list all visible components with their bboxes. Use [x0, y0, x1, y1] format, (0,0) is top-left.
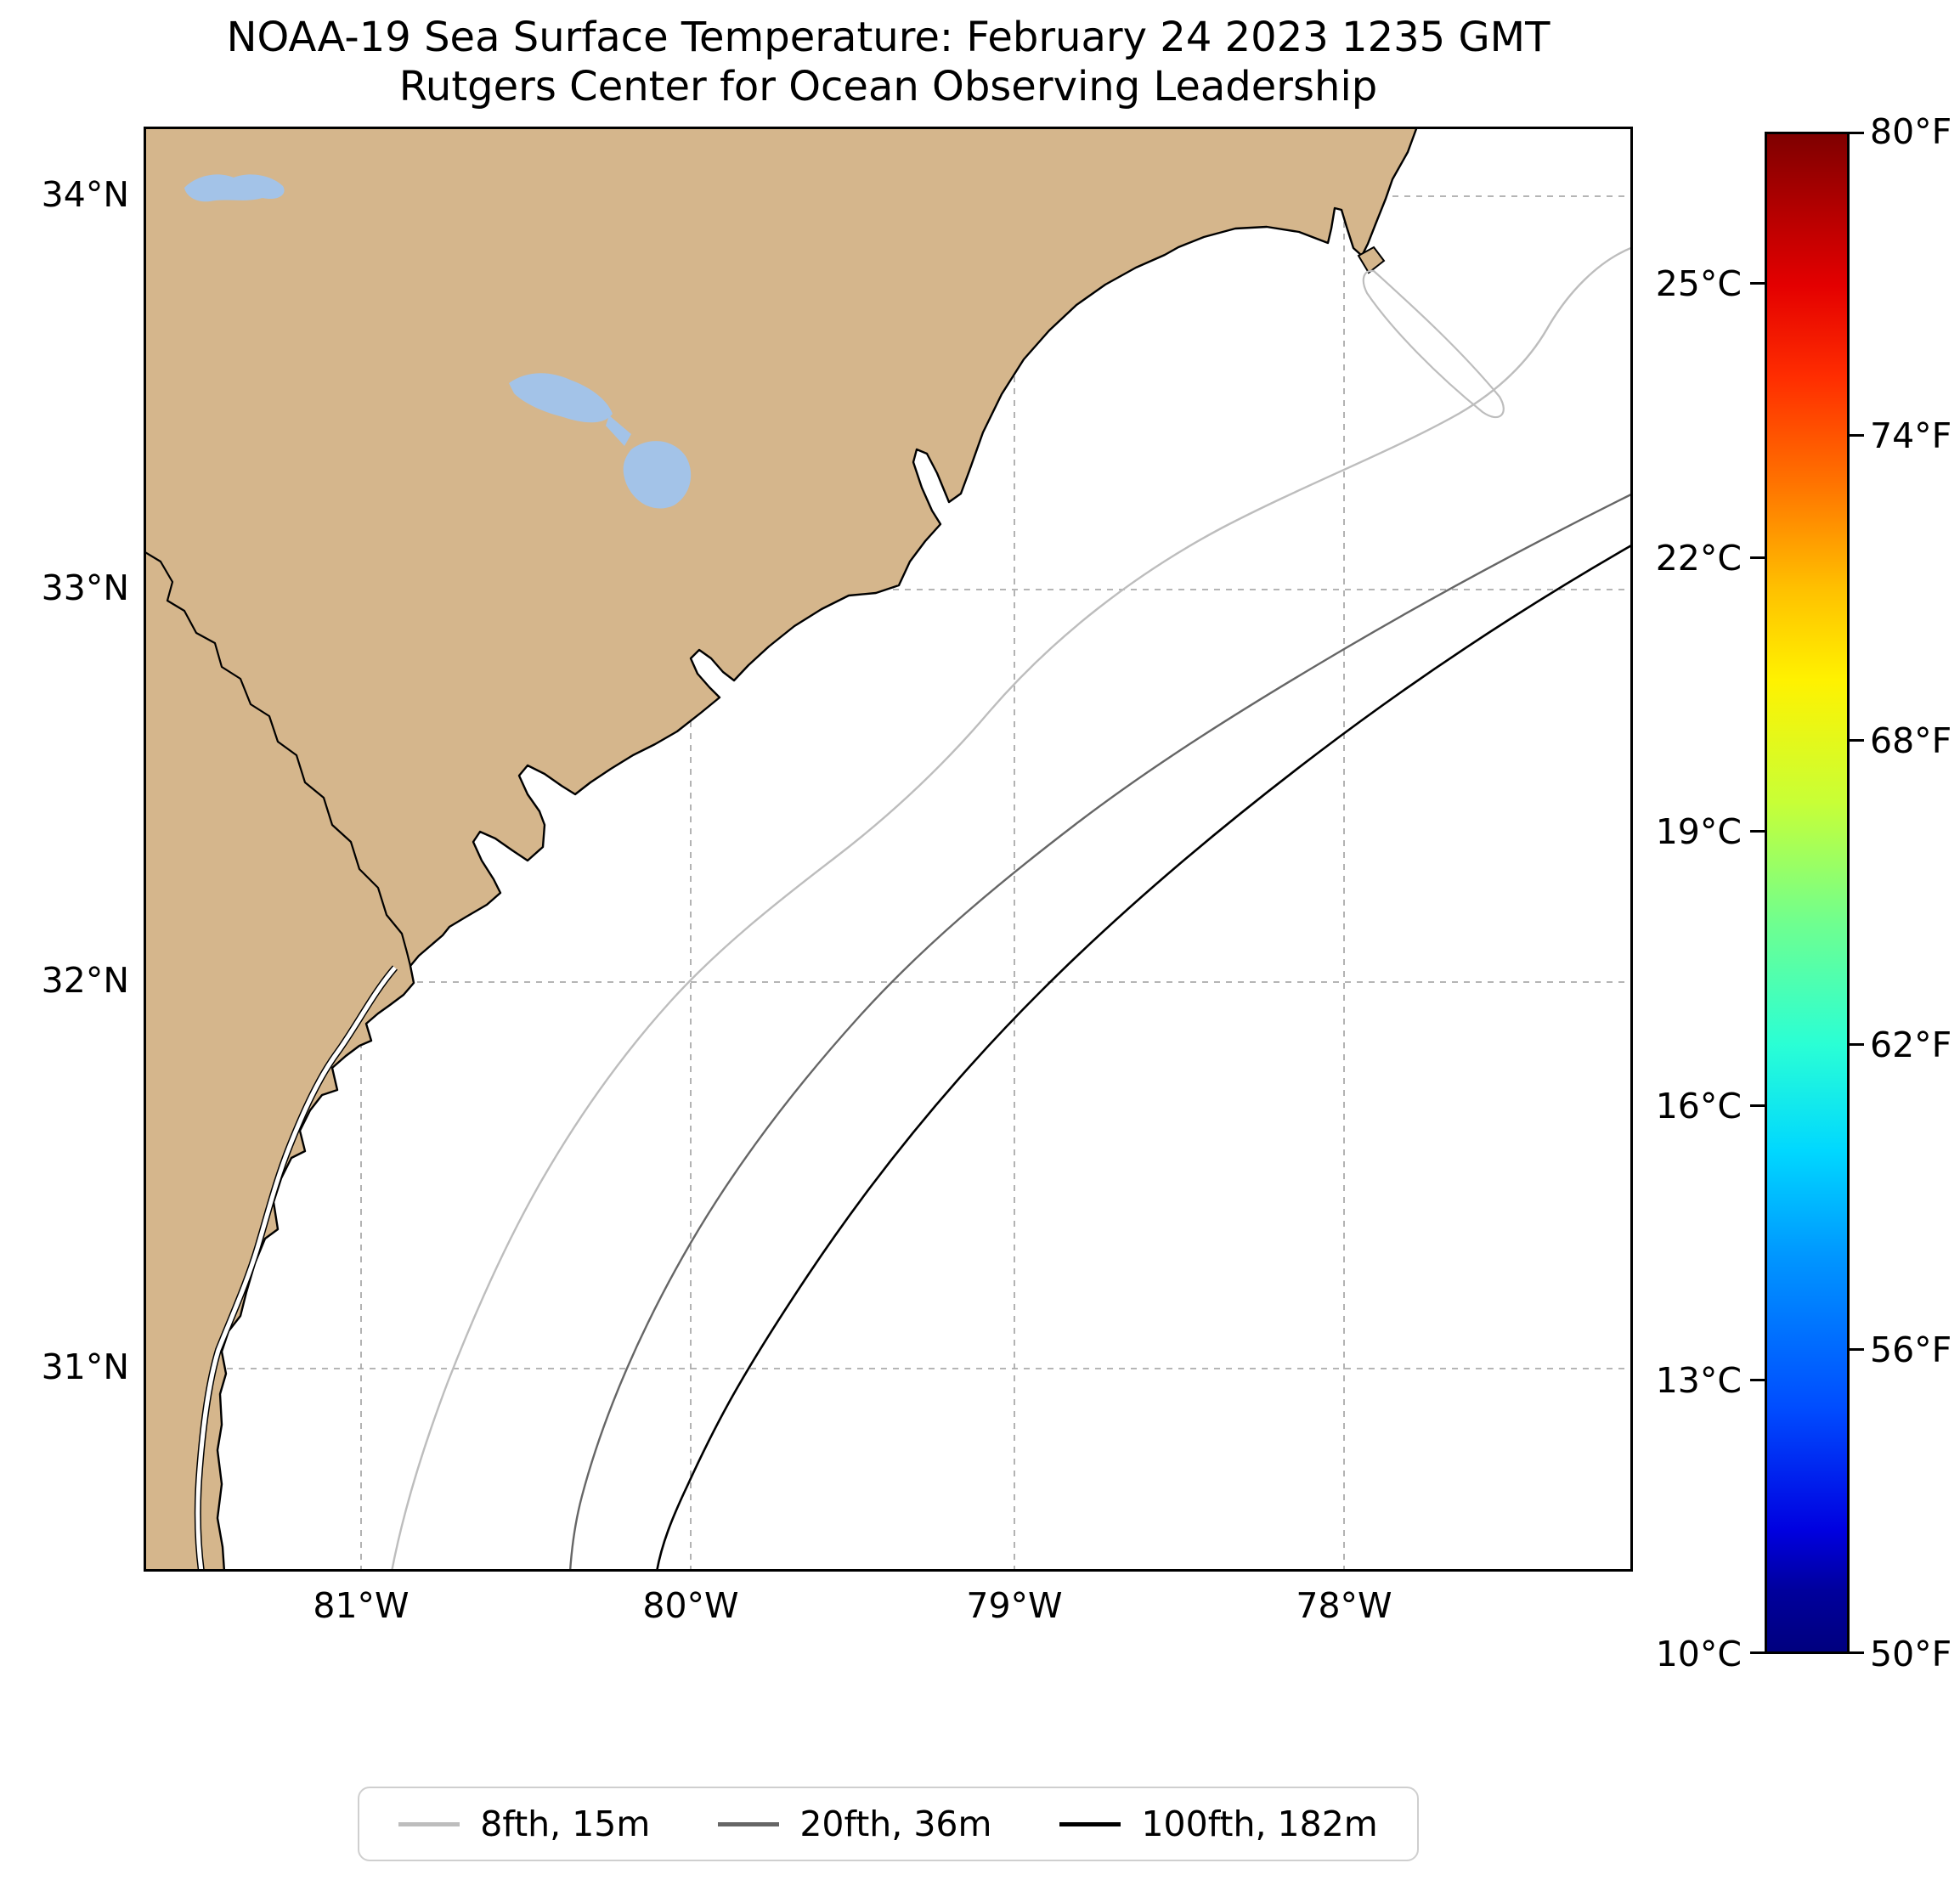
colorbar-gradient	[1765, 132, 1850, 1654]
cb-tick-16c	[1750, 1104, 1765, 1107]
cb-label-50f: 50°F	[1870, 1634, 1952, 1674]
cb-label-22c: 22°C	[1655, 538, 1742, 579]
land-polygon	[142, 125, 1419, 1573]
legend-line-36m-swatch	[718, 1821, 780, 1826]
savannah-river	[143, 550, 412, 967]
colorbar: 25°C 22°C 19°C 16°C 13°C 10°C 80°F 74°F …	[1656, 111, 1952, 1674]
cb-label-68f: 68°F	[1870, 720, 1952, 761]
map-plot	[142, 125, 1634, 1573]
map-border	[144, 127, 1633, 1572]
cb-tick-68f	[1850, 739, 1864, 742]
map-canvas	[142, 125, 1634, 1573]
cape-fear-islet	[1357, 246, 1386, 274]
cb-label-62f: 62°F	[1870, 1025, 1952, 1065]
cb-label-56f: 56°F	[1870, 1330, 1952, 1370]
lat-tick-32n: 32°N	[41, 960, 129, 1001]
lake-murray	[184, 174, 285, 202]
cb-label-19c: 19°C	[1655, 811, 1742, 852]
cb-tick-13c	[1750, 1379, 1765, 1381]
lon-tick-80w: 80°W	[642, 1585, 739, 1626]
cb-label-80f: 80°F	[1870, 111, 1952, 152]
legend-label-15m: 8fth, 15m	[480, 1804, 651, 1844]
legend-line-182m-swatch	[1059, 1821, 1121, 1826]
lat-tick-31n: 31°N	[41, 1346, 129, 1387]
cb-label-16c: 16°C	[1655, 1086, 1742, 1126]
lake-marion	[509, 373, 613, 423]
legend-item-15m: 8fth, 15m	[398, 1804, 650, 1844]
legend-item-36m: 20fth, 36m	[718, 1804, 991, 1844]
legend: 8fth, 15m 20fth, 36m 100fth, 182m	[144, 1787, 1633, 1861]
cb-tick-10c	[1750, 1651, 1765, 1654]
figure-title: NOAA-19 Sea Surface Temperature: Februar…	[226, 14, 1550, 61]
contour-8fth-15m	[390, 246, 1634, 1572]
legend-label-36m: 20fth, 36m	[799, 1804, 992, 1844]
cb-label-10c: 10°C	[1655, 1634, 1742, 1674]
lake-moultrie	[623, 441, 692, 509]
contour-20fth-36m	[568, 492, 1634, 1572]
barrier-island-channel	[194, 965, 398, 1572]
contour-100fth-182m	[655, 543, 1634, 1572]
lake-connector	[606, 415, 631, 446]
cb-tick-50f	[1850, 1651, 1864, 1654]
cb-tick-56f	[1850, 1348, 1864, 1351]
cb-label-74f: 74°F	[1870, 415, 1952, 456]
lon-tick-79w: 79°W	[966, 1585, 1063, 1626]
cb-tick-80f	[1850, 132, 1864, 134]
legend-label-182m: 100fth, 182m	[1141, 1804, 1378, 1844]
cb-label-13c: 13°C	[1655, 1360, 1742, 1401]
figure-subtitle: Rutgers Center for Ocean Observing Leade…	[398, 63, 1378, 110]
cb-tick-22c	[1750, 556, 1765, 559]
contour-shoal-loop	[1362, 269, 1505, 419]
lat-tick-34n: 34°N	[41, 174, 129, 215]
cb-tick-25c	[1750, 282, 1765, 285]
legend-box: 8fth, 15m 20fth, 36m 100fth, 182m	[358, 1787, 1419, 1861]
lon-tick-78w: 78°W	[1296, 1585, 1392, 1626]
cb-tick-74f	[1850, 434, 1864, 437]
lat-tick-33n: 33°N	[41, 567, 129, 608]
cb-tick-19c	[1750, 830, 1765, 833]
cb-tick-62f	[1850, 1043, 1864, 1046]
lon-tick-81w: 81°W	[313, 1585, 410, 1626]
legend-line-15m-swatch	[398, 1821, 460, 1826]
lakes	[184, 174, 692, 509]
cb-label-25c: 25°C	[1655, 263, 1742, 304]
legend-item-182m: 100fth, 182m	[1059, 1804, 1378, 1844]
